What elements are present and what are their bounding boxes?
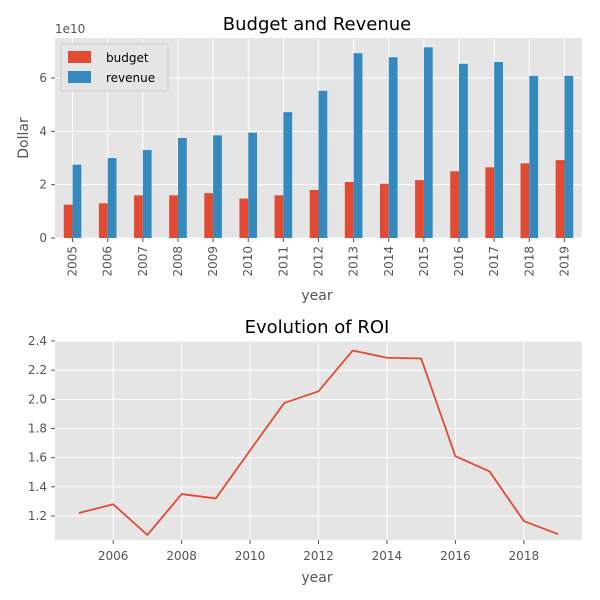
legend-label-budget: budget: [106, 51, 149, 65]
bar-budget-2015: [415, 180, 424, 238]
legend-label-revenue: revenue: [106, 71, 155, 85]
chart2-x-axis-label: year: [301, 570, 332, 586]
chart1-x-tick-label: 2010: [241, 246, 255, 277]
chart1-x-tick-label: 2013: [347, 246, 361, 277]
chart1-y-ticks: 0 2 4 6: [39, 71, 55, 245]
chart1-x-tick-label: 2019: [557, 246, 571, 277]
bar-revenue-2014: [388, 57, 398, 239]
chart1-x-tick-label: 2005: [66, 246, 80, 277]
chart2-x-tick-label: 2014: [372, 549, 403, 563]
bar-revenue-2008: [177, 138, 187, 238]
bar-budget-2014: [379, 183, 389, 238]
bar-budget-2005: [63, 204, 73, 238]
bar-revenue-2009: [213, 135, 222, 238]
chart1-x-tick-label: 2014: [382, 246, 396, 277]
bar-revenue-2019: [564, 75, 574, 238]
bar-budget-2017: [485, 167, 495, 238]
bar-budget-2013: [344, 182, 354, 238]
chart2-title: Evolution of ROI: [245, 317, 390, 338]
chart1-x-ticks: 2005 2006 2007 2008 2009 2010 2011 2012 2013 2014…: [66, 238, 571, 277]
chart2-x-ticks: 2006 2008 2010 2012 2014 2016 2018: [98, 540, 539, 563]
chart1-x-tick-label: 2006: [101, 246, 115, 277]
chart1-x-tick-label: 2016: [452, 246, 466, 277]
chart2-y-tick-label: 1.2: [28, 509, 47, 523]
chart1-x-axis-label: year: [301, 288, 332, 304]
bar-revenue-2018: [529, 75, 539, 238]
bar-budget-2008: [169, 195, 178, 238]
chart2-y-ticks: 1.2 1.4 1.6 1.8 2.0 2.2 2.4: [28, 334, 55, 523]
chart1-y-tick-label: 0: [39, 231, 47, 245]
bar-budget-2012: [309, 190, 319, 238]
chart1-x-tick-label: 2012: [312, 246, 326, 277]
chart2-x-tick-label: 2016: [440, 549, 471, 563]
chart2-x-tick-label: 2010: [235, 549, 266, 563]
chart1-title: Budget and Revenue: [223, 14, 411, 35]
chart2-y-tick-label: 2.4: [28, 334, 47, 348]
bar-revenue-2011: [283, 112, 293, 238]
bar-budget-2007: [134, 195, 143, 238]
chart1-y-axis-label: Dollar: [16, 117, 32, 159]
bar-revenue-2012: [318, 90, 328, 238]
chart2-x-tick-label: 2018: [509, 549, 540, 563]
chart1-bars: [63, 47, 574, 239]
chart1-x-tick-label: 2007: [136, 246, 150, 277]
bar-budget-2011: [274, 195, 284, 238]
chart2-grid: [55, 340, 582, 540]
bar-budget-2019: [555, 160, 565, 238]
chart2-y-tick-label: 1.8: [28, 421, 47, 435]
budget-revenue-chart: Budget and Revenue 2005 2006 2007 2008 2009 2…: [16, 14, 582, 304]
chart1-x-tick-label: 2011: [276, 246, 290, 277]
chart1-y-tick-label: 2: [39, 178, 47, 192]
bar-revenue-2016: [459, 63, 468, 238]
legend-swatch-budget: [68, 51, 91, 63]
bar-revenue-2017: [494, 62, 503, 238]
chart2-x-tick-label: 2008: [166, 549, 197, 563]
chart2-x-tick-label: 2012: [303, 549, 334, 563]
bar-revenue-2010: [248, 132, 258, 238]
chart1-x-tick-label: 2017: [487, 246, 501, 277]
chart2-x-tick-label: 2006: [98, 549, 129, 563]
legend-swatch-revenue: [68, 71, 91, 83]
chart2-line: [78, 349, 559, 536]
bar-budget-2010: [239, 198, 249, 238]
bar-revenue-2013: [353, 53, 363, 239]
chart2-y-tick-label: 1.4: [28, 480, 47, 494]
bar-revenue-2005: [72, 164, 82, 238]
chart1-y-tick-label: 6: [39, 71, 47, 85]
chart2-y-tick-label: 2.0: [28, 392, 47, 406]
chart1-x-tick-label: 2018: [522, 246, 536, 277]
chart1-y-multiplier: 1e10: [55, 22, 85, 36]
chart1-x-tick-label: 2008: [171, 246, 185, 277]
chart1-y-tick-label: 4: [39, 124, 47, 138]
bar-budget-2006: [98, 203, 108, 238]
roi-chart: Evolution of ROI 2006 2008 2010 2012 2014 201…: [28, 317, 582, 586]
chart2-y-tick-label: 2.2: [28, 363, 47, 377]
bar-revenue-2015: [423, 47, 433, 239]
chart1-x-tick-label: 2015: [417, 246, 431, 277]
bar-budget-2009: [204, 193, 214, 238]
chart1-legend: budget revenue: [60, 43, 169, 92]
chart1-x-tick-label: 2009: [206, 246, 220, 277]
bar-revenue-2006: [107, 158, 117, 238]
bar-budget-2018: [520, 163, 530, 238]
bar-budget-2016: [450, 171, 460, 238]
bar-revenue-2007: [142, 150, 152, 238]
chart2-y-tick-label: 1.6: [28, 451, 47, 465]
